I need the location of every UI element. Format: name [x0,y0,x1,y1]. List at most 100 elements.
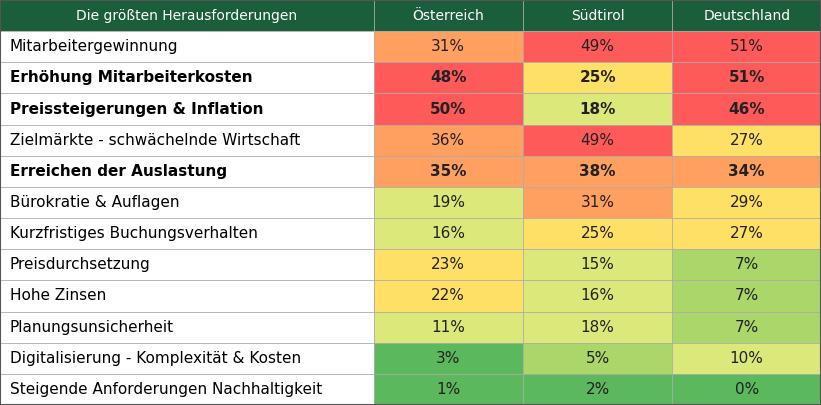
Text: 10%: 10% [730,351,764,366]
Text: 7%: 7% [735,320,759,335]
Bar [523,0,672,31]
Bar [374,311,523,343]
Text: 11%: 11% [431,320,466,335]
Text: 38%: 38% [580,164,616,179]
Text: 27%: 27% [730,226,764,241]
Bar [374,94,523,125]
Bar [672,280,821,311]
Text: 7%: 7% [735,288,759,303]
Text: 5%: 5% [585,351,610,366]
Bar [0,249,374,280]
Bar [523,343,672,374]
Bar [672,218,821,249]
Text: 19%: 19% [431,195,466,210]
Bar [672,187,821,218]
Text: Planungsunsicherheit: Planungsunsicherheit [10,320,174,335]
Bar [523,249,672,280]
Bar [374,31,523,62]
Text: Mitarbeitergewinnung: Mitarbeitergewinnung [10,39,178,54]
Text: 23%: 23% [431,257,466,272]
Text: 50%: 50% [430,102,466,117]
Text: Hohe Zinsen: Hohe Zinsen [10,288,106,303]
Text: 7%: 7% [735,257,759,272]
Text: 36%: 36% [431,133,466,148]
Bar [0,311,374,343]
Text: 2%: 2% [585,382,610,397]
Bar [374,187,523,218]
Text: 25%: 25% [580,226,615,241]
Bar [672,156,821,187]
Bar [374,0,523,31]
Bar [0,125,374,156]
Text: Erreichen der Auslastung: Erreichen der Auslastung [10,164,227,179]
Bar [374,218,523,249]
Text: Bürokratie & Auflagen: Bürokratie & Auflagen [10,195,179,210]
Text: 51%: 51% [730,39,764,54]
Bar [672,62,821,94]
Bar [0,31,374,62]
Bar [0,156,374,187]
Bar [672,249,821,280]
Bar [672,343,821,374]
Bar [672,125,821,156]
Bar [672,31,821,62]
Bar [672,94,821,125]
Bar [523,62,672,94]
Bar [0,94,374,125]
Text: 51%: 51% [728,70,765,85]
Bar [374,374,523,405]
Text: 31%: 31% [580,195,615,210]
Text: 25%: 25% [580,70,616,85]
Text: Kurzfristiges Buchungsverhalten: Kurzfristiges Buchungsverhalten [10,226,258,241]
Bar [0,187,374,218]
Text: 16%: 16% [580,288,615,303]
Text: 46%: 46% [728,102,765,117]
Bar [523,125,672,156]
Bar [672,374,821,405]
Text: 16%: 16% [431,226,466,241]
Text: 34%: 34% [728,164,765,179]
Text: 18%: 18% [580,102,616,117]
Text: Österreich: Österreich [412,9,484,23]
Text: 35%: 35% [430,164,466,179]
Text: 29%: 29% [730,195,764,210]
Text: 22%: 22% [431,288,466,303]
Bar [0,62,374,94]
Text: Südtirol: Südtirol [571,9,625,23]
Bar [374,343,523,374]
Text: 0%: 0% [735,382,759,397]
Bar [523,311,672,343]
Text: 1%: 1% [436,382,461,397]
Bar [523,218,672,249]
Bar [0,280,374,311]
Bar [523,280,672,311]
Bar [523,31,672,62]
Bar [0,343,374,374]
Text: 18%: 18% [580,320,615,335]
Text: Die größten Herausforderungen: Die größten Herausforderungen [76,9,297,23]
Bar [0,218,374,249]
Text: 27%: 27% [730,133,764,148]
Bar [374,280,523,311]
Text: Deutschland: Deutschland [703,9,791,23]
Bar [672,0,821,31]
Text: Preissteigerungen & Inflation: Preissteigerungen & Inflation [10,102,264,117]
Bar [523,94,672,125]
Bar [374,156,523,187]
Bar [374,125,523,156]
Text: 3%: 3% [436,351,461,366]
Text: Preisdurchsetzung: Preisdurchsetzung [10,257,150,272]
Bar [523,187,672,218]
Bar [0,374,374,405]
Text: Zielmärkte - schwächelnde Wirtschaft: Zielmärkte - schwächelnde Wirtschaft [10,133,300,148]
Text: 48%: 48% [430,70,466,85]
Bar [374,249,523,280]
Text: 49%: 49% [580,133,615,148]
Text: 31%: 31% [431,39,466,54]
Bar [0,0,374,31]
Text: 15%: 15% [580,257,615,272]
Text: Digitalisierung - Komplexität & Kosten: Digitalisierung - Komplexität & Kosten [10,351,301,366]
Bar [374,62,523,94]
Text: 49%: 49% [580,39,615,54]
Bar [523,156,672,187]
